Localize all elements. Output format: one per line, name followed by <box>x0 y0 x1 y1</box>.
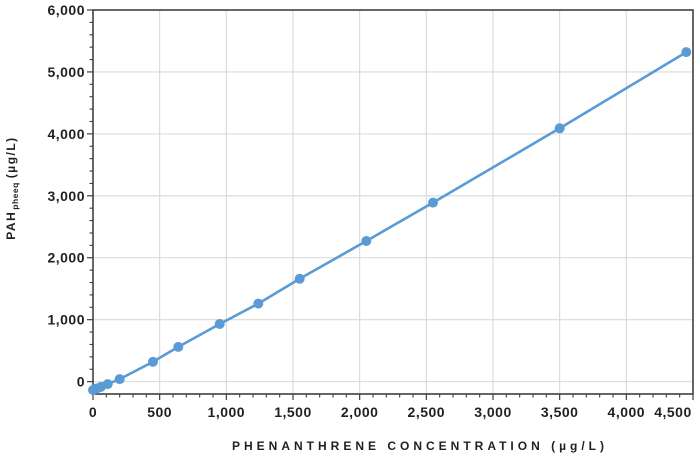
x-tick-label: 4,500 <box>654 404 692 420</box>
data-point-marker <box>148 356 158 367</box>
data-point-marker <box>114 374 125 385</box>
y-tick-label: 5,000 <box>47 64 85 80</box>
y-axis-title: PAHpheeq (µg/L) <box>4 136 20 239</box>
y-tick-label: 2,000 <box>47 250 85 266</box>
x-tick-label: 3,500 <box>541 404 579 420</box>
data-point-marker <box>214 319 225 329</box>
y-tick-label: 4,000 <box>47 126 85 142</box>
x-tick-label: 1,500 <box>274 404 312 420</box>
x-tick-label: 0 <box>89 404 97 420</box>
y-tick-label: 6,000 <box>47 2 85 18</box>
series-line <box>91 50 688 392</box>
y-axis-title-main: PAH <box>4 211 18 240</box>
x-tick-label: 2,500 <box>408 404 446 420</box>
data-point-marker <box>428 197 438 208</box>
x-tick-label: 2,000 <box>341 404 379 420</box>
chart-layer: 0 500 1,000 1,500 2,000 2,500 3,000 3,500 4,000 4… <box>47 2 694 420</box>
x-tick-label: 1,000 <box>208 404 246 420</box>
data-point-marker <box>361 236 372 246</box>
x-tick-label: 4,000 <box>608 404 646 420</box>
y-axis-title-subscript: pheeq <box>10 182 20 210</box>
x-axis-title: PHENANTHRENE CONCENTRATION (µg/L) <box>232 439 608 453</box>
data-point-marker <box>681 47 692 58</box>
data-point-marker <box>554 123 565 134</box>
y-axis-title-unit: (µg/L) <box>4 136 18 178</box>
y-tick-label: 0 <box>77 374 85 390</box>
data-point-marker <box>294 273 305 284</box>
data-point-marker <box>102 379 113 390</box>
y-tick-label: 1,000 <box>47 312 85 328</box>
y-tick-label: 3,000 <box>47 188 85 204</box>
data-point-marker <box>253 298 264 309</box>
data-point-marker <box>173 341 184 352</box>
plot-border <box>92 9 694 395</box>
x-tick-label: 500 <box>147 404 172 420</box>
x-tick-label: 3,000 <box>474 404 512 420</box>
